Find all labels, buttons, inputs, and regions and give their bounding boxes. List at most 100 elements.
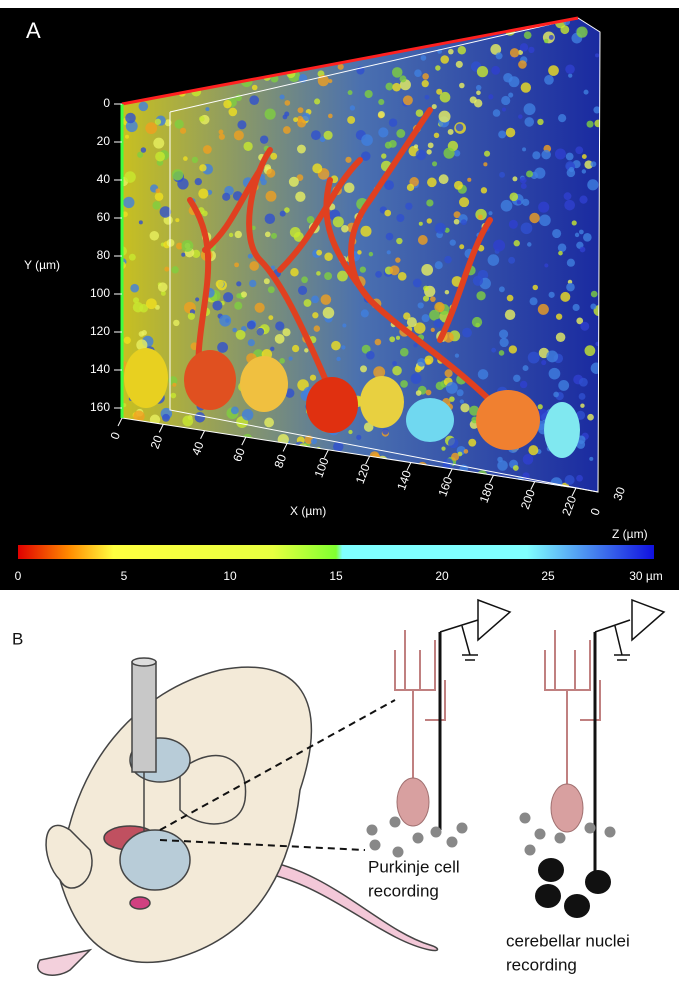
texture-dot [422, 80, 429, 87]
texture-dot [484, 151, 490, 157]
texture-dot [549, 368, 561, 380]
granule-cell [390, 817, 401, 828]
texture-dot [580, 322, 589, 331]
purkinje-soma [397, 778, 429, 826]
colorbar-tick-label: 20 [435, 569, 449, 583]
mouse [38, 658, 438, 975]
texture-dot [454, 181, 463, 190]
texture-dot [521, 82, 531, 92]
texture-dot [493, 109, 501, 117]
nuclei-label: recording [506, 955, 577, 974]
texture-dot [298, 107, 304, 113]
texture-dot [576, 475, 583, 482]
texture-dot [505, 310, 516, 321]
texture-dot [418, 235, 428, 245]
texture-dot [414, 69, 422, 77]
granule-cell [535, 829, 546, 840]
texture-dot [356, 435, 361, 440]
soma [476, 390, 540, 450]
texture-dot [219, 315, 231, 327]
texture-dot [587, 179, 598, 190]
panel-label: A [26, 18, 41, 43]
texture-dot [528, 47, 534, 53]
texture-dot [509, 220, 518, 229]
texture-dot [422, 73, 429, 80]
texture-dot [203, 145, 212, 154]
texture-dot [384, 210, 391, 217]
texture-dot [444, 256, 452, 264]
texture-dot [488, 94, 493, 99]
texture-dot [348, 430, 352, 434]
texture-dot [360, 226, 371, 237]
texture-dot [569, 167, 574, 172]
texture-dot [443, 148, 454, 159]
texture-dot [271, 233, 277, 239]
texture-dot [506, 128, 516, 138]
texture-dot [249, 261, 259, 271]
texture-dot [501, 96, 510, 105]
texture-dot [342, 323, 346, 327]
y-tick-label: 0 [103, 96, 110, 110]
soma [360, 376, 404, 428]
x-axis-label: X (µm) [290, 504, 326, 518]
texture-dot [517, 200, 521, 204]
texture-dot [434, 133, 439, 138]
texture-dot [510, 48, 519, 57]
texture-dot [546, 351, 558, 363]
colorbar-tick-label: 30 µm [629, 569, 663, 583]
texture-dot [459, 197, 469, 207]
texture-dot [400, 75, 407, 82]
granule-cell [525, 845, 536, 856]
texture-dot [555, 149, 566, 160]
texture-dot [448, 438, 458, 448]
texture-dot [389, 336, 395, 342]
colorbar [18, 545, 654, 559]
texture-dot [418, 302, 424, 308]
texture-dot [153, 138, 164, 149]
texture-dot [216, 280, 224, 288]
amplifier [595, 600, 664, 660]
texture-dot [264, 418, 274, 428]
texture-dot [234, 302, 242, 310]
soma [240, 356, 288, 412]
texture-dot [552, 229, 561, 238]
texture-dot [392, 366, 402, 376]
y-tick-label: 120 [90, 324, 110, 338]
purkinje-label: Purkinje cell [368, 857, 460, 876]
texture-dot [234, 130, 244, 140]
texture-dot [219, 130, 224, 135]
texture-dot [467, 178, 471, 182]
texture-dot [360, 365, 367, 372]
texture-dot [431, 328, 435, 332]
texture-dot [232, 328, 237, 333]
texture-dot [456, 61, 463, 68]
texture-dot [266, 191, 277, 202]
texture-dot [290, 227, 301, 238]
texture-dot [509, 76, 520, 87]
texture-dot [427, 218, 432, 223]
granule-cell [393, 847, 404, 858]
texture-dot [333, 216, 344, 227]
texture-dot [450, 239, 456, 245]
texture-dot [395, 257, 400, 262]
texture-dot [170, 393, 176, 399]
texture-dot [526, 171, 533, 178]
texture-dot [567, 259, 575, 267]
texture-dot [499, 330, 508, 339]
texture-dot [171, 266, 178, 273]
texture-dot [234, 262, 239, 267]
brain-lobe [120, 830, 190, 890]
texture-dot [538, 304, 549, 315]
texture-dot [150, 231, 160, 241]
texture-dot [255, 303, 265, 313]
texture-dot [152, 201, 160, 209]
texture-dot [558, 114, 566, 122]
texture-dot [289, 177, 299, 187]
page: {"panel_a": {"label": "A", "y_axis": {"l… [0, 0, 679, 986]
texture-dot [268, 286, 275, 293]
texture-dot [435, 261, 443, 269]
texture-dot [407, 184, 414, 191]
texture-dot [434, 319, 443, 328]
texture-dot [249, 95, 259, 105]
texture-dot [449, 396, 455, 402]
